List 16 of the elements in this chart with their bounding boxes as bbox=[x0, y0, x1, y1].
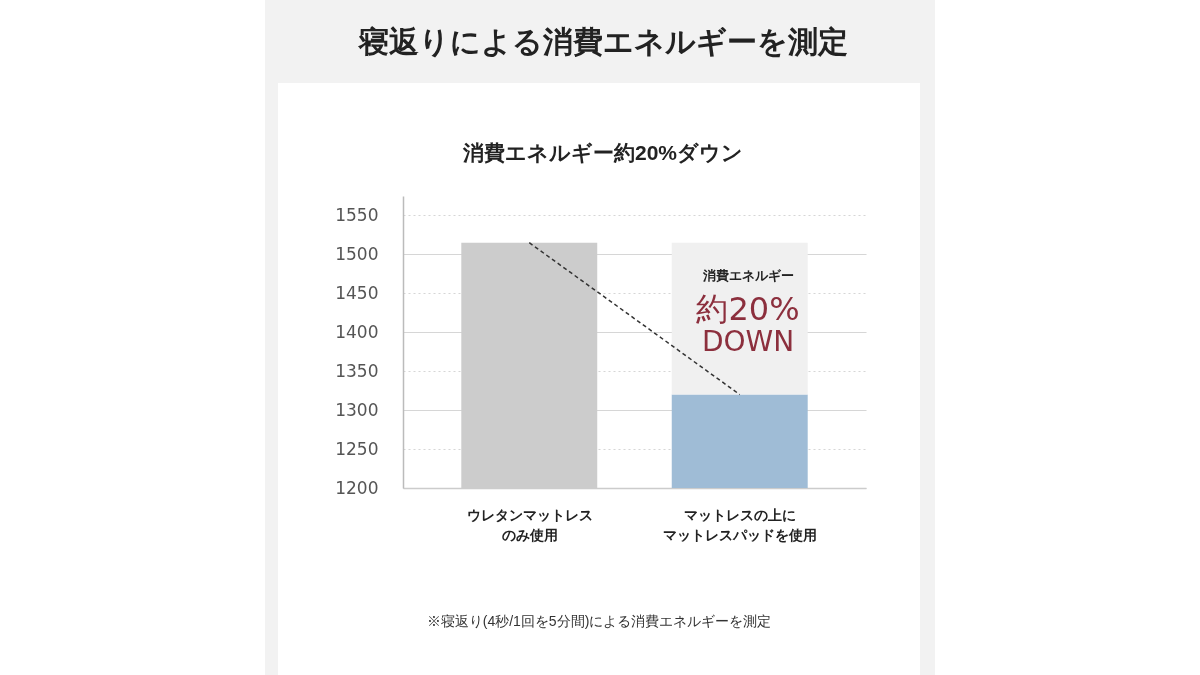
y-tick-label: 1300 bbox=[335, 399, 379, 420]
x-tick-label: マットレスの上にマットレスパッドを使用 bbox=[663, 506, 818, 543]
chart-subtitle: 消費エネルギー約20%ダウン bbox=[461, 141, 744, 164]
y-tick-label: 1500 bbox=[335, 243, 379, 264]
chart-title: 寝返りによる消費エネルギーを測定 bbox=[356, 25, 848, 58]
y-tick-label: 1200 bbox=[335, 477, 379, 498]
annotation: 消費エネルギー bbox=[701, 268, 794, 283]
y-tick-label: 1350 bbox=[335, 360, 379, 381]
text: ※寝返り(4秒/1回を5分間)による消費エネルギーを測定 bbox=[426, 613, 772, 629]
annotation: DOWN bbox=[701, 325, 795, 358]
annotation: 約20% bbox=[696, 290, 800, 328]
x-tick-label: ウレタンマットレスのみ使用 bbox=[466, 506, 593, 543]
y-tick-label: 1400 bbox=[335, 321, 379, 342]
y-tick-label: 1550 bbox=[335, 204, 379, 225]
y-tick-label: 1450 bbox=[335, 282, 379, 303]
y-tick-label: 1250 bbox=[335, 438, 379, 459]
